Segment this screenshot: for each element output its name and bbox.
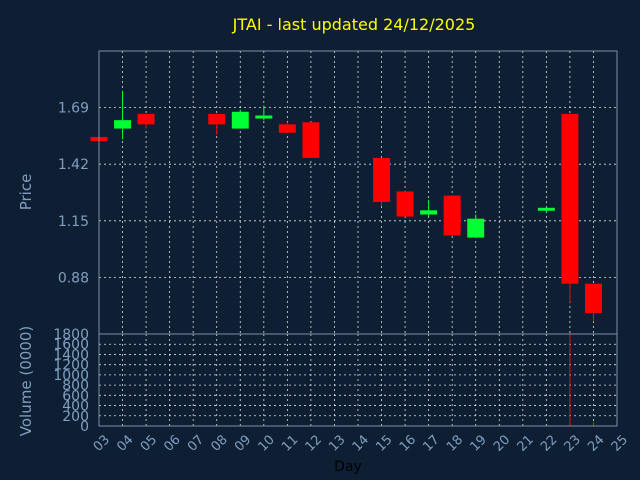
x-tick-label: 13 <box>326 432 348 454</box>
candle-body <box>278 124 296 133</box>
x-tick-label: 16 <box>397 432 419 454</box>
x-tick-label: 22 <box>538 432 560 454</box>
candle <box>420 199 438 217</box>
x-tick-label: 15 <box>373 432 395 454</box>
candle <box>302 122 320 158</box>
candle-body <box>137 113 155 125</box>
candle-body <box>443 195 461 236</box>
candle-body <box>255 115 273 119</box>
candle-body <box>396 191 414 217</box>
x-tick-label: 18 <box>444 432 466 454</box>
price-tick-label: 0.88 <box>58 270 89 286</box>
x-tick-label: 10 <box>256 432 278 454</box>
candle <box>255 105 273 121</box>
price-tick-labels: 0.88 1.15 1.42 1.69 <box>58 101 89 287</box>
x-tick-label: 23 <box>562 432 584 454</box>
candle-body <box>561 113 579 284</box>
candle <box>114 90 132 140</box>
candle <box>396 191 414 217</box>
x-tick-labels: 03 04 05 06 07 08 09 10 11 12 13 14 15 16 17 18 19 20 21 22… <box>91 432 631 454</box>
candle <box>584 283 602 322</box>
x-tick-label: 07 <box>185 432 207 454</box>
candle <box>278 122 296 133</box>
x-tick-label: 11 <box>279 432 301 454</box>
candle <box>443 195 461 236</box>
x-tick-label: 19 <box>467 432 489 454</box>
price-axis-label: Price <box>17 174 35 211</box>
candle-body <box>584 283 602 314</box>
x-axis-label: Day <box>334 459 362 475</box>
x-tick-label: 03 <box>91 432 113 454</box>
volume-tick-label: 1200 <box>53 358 89 374</box>
volume-tick-label: 200 <box>62 409 89 425</box>
x-tick-label: 09 <box>232 432 254 454</box>
chart-title: JTAI - last updated 24/12/2025 <box>232 15 476 34</box>
candle-body <box>420 210 438 215</box>
x-tick-label: 20 <box>491 432 513 454</box>
x-tick-label: 25 <box>609 432 631 454</box>
x-tick-label: 04 <box>114 432 136 454</box>
volume-tick-label: 1600 <box>53 337 89 353</box>
candles <box>90 90 602 322</box>
candle-body <box>467 218 485 238</box>
price-tick-label: 1.69 <box>58 101 89 117</box>
x-tick-label: 14 <box>350 432 372 454</box>
candle-body <box>208 113 226 125</box>
candle-body <box>302 122 320 158</box>
candle-body <box>114 120 132 129</box>
x-tick-label: 05 <box>138 432 160 454</box>
x-tick-label: 24 <box>585 432 607 454</box>
candle-body <box>373 157 391 202</box>
volume-tick-label: 400 <box>62 399 89 415</box>
price-grid <box>99 51 617 334</box>
x-tick-label: 21 <box>515 432 537 454</box>
candle <box>208 113 226 135</box>
volume-tick-label: 1000 <box>53 368 89 384</box>
candle <box>467 214 485 238</box>
candle-body <box>231 111 249 129</box>
volume-tick-label: 600 <box>62 388 89 404</box>
candle <box>137 113 155 129</box>
price-tick-label: 1.42 <box>58 157 89 173</box>
volume-tick-label: 800 <box>62 378 89 394</box>
volume-tick-label: 0 <box>80 419 89 435</box>
candle <box>537 207 555 213</box>
volume-plot-frame <box>98 333 618 427</box>
x-tick-label: 06 <box>161 432 183 454</box>
candle <box>373 157 391 207</box>
volume-grid <box>99 334 617 426</box>
volume-axis-label: Volume (0000) <box>17 326 35 436</box>
candle <box>231 109 249 129</box>
x-tick-label: 08 <box>208 432 230 454</box>
price-tick-label: 1.15 <box>58 214 89 230</box>
x-tick-label: 12 <box>303 432 325 454</box>
volume-tick-label: 1800 <box>53 327 89 343</box>
x-tick-label: 17 <box>420 432 442 454</box>
volume-tick-label: 1400 <box>53 347 89 363</box>
candle-body <box>537 207 555 211</box>
candle <box>561 113 579 303</box>
